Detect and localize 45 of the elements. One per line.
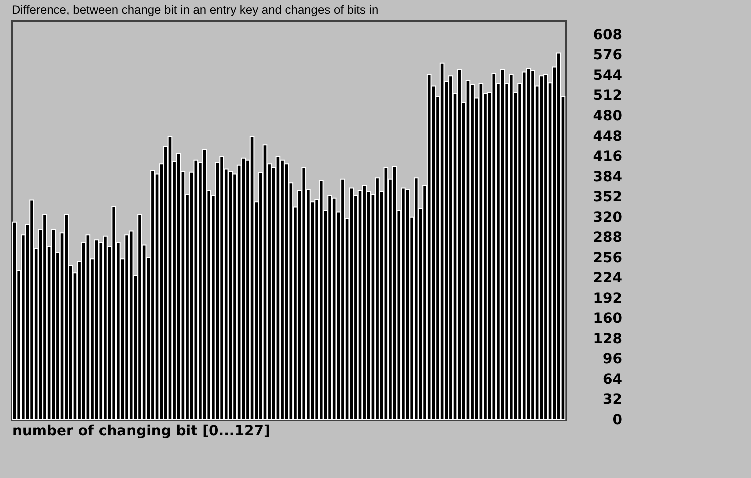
y-tick-label: 224 xyxy=(593,270,623,287)
y-tick-label: 448 xyxy=(593,128,622,145)
y-tick-label: 416 xyxy=(593,149,622,166)
y-tick-label: 544 xyxy=(593,68,623,84)
y-tick-label: 288 xyxy=(593,230,622,246)
bar xyxy=(318,180,324,420)
bar xyxy=(375,178,380,420)
y-tick-label: 64 xyxy=(603,372,623,388)
y-tick-label: 160 xyxy=(593,311,623,328)
y-tick-label: 608 xyxy=(593,27,622,44)
bar xyxy=(457,69,462,420)
y-tick-label: 320 xyxy=(593,210,623,226)
bar xyxy=(530,70,536,420)
bar xyxy=(194,160,199,420)
bar xyxy=(176,154,182,420)
y-tick-label: 480 xyxy=(593,108,623,124)
x-axis-title: number of changing bit [0...127] xyxy=(12,424,270,440)
bar xyxy=(51,230,56,420)
y-tick-label: 384 xyxy=(593,169,623,186)
bar xyxy=(492,73,497,420)
bar xyxy=(522,72,527,420)
y-tick-label: 96 xyxy=(603,352,622,368)
bar xyxy=(426,74,432,420)
bar xyxy=(128,230,134,420)
bar xyxy=(302,167,307,420)
y-tick-label: 128 xyxy=(593,331,622,348)
chart-title: Difference, between change bit in an entry key and changes of bits in xyxy=(12,3,379,17)
bar xyxy=(284,164,290,420)
bar xyxy=(42,214,48,420)
y-tick-label: 32 xyxy=(603,392,622,408)
bar xyxy=(332,198,337,420)
bar xyxy=(138,214,142,420)
bar xyxy=(539,76,544,420)
bar xyxy=(349,188,354,420)
bar xyxy=(30,200,34,420)
y-tick-label: 256 xyxy=(593,250,622,266)
y-tick-label: 0 xyxy=(612,412,623,428)
y-tick-label: 576 xyxy=(593,48,622,64)
bar xyxy=(470,84,475,420)
y-tick-label: 352 xyxy=(593,190,622,206)
bar xyxy=(340,178,346,420)
bar xyxy=(280,160,285,420)
y-tick-label: 512 xyxy=(593,88,622,104)
bar xyxy=(328,195,332,420)
y-tick-label: 192 xyxy=(593,290,622,307)
